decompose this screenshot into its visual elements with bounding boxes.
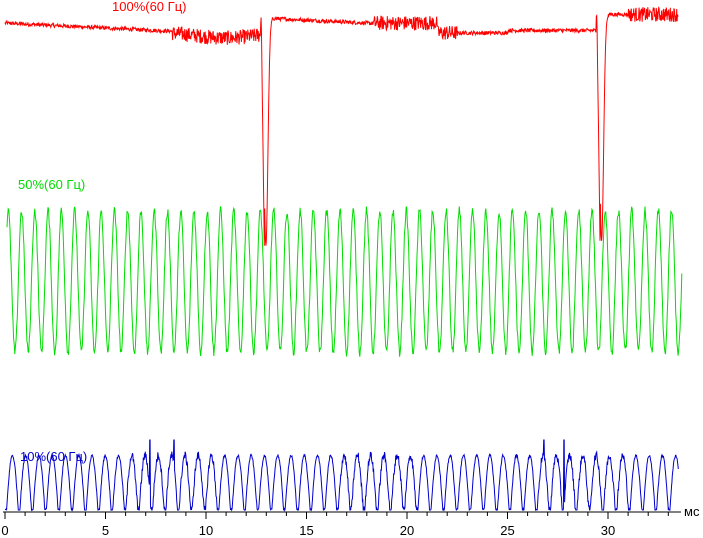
traces-group xyxy=(4,6,683,512)
x-tick-label: 10 xyxy=(199,523,213,538)
series-line-10 xyxy=(4,439,679,512)
series-label: 50%(60 Гц) xyxy=(18,177,85,192)
x-tick-label: 0 xyxy=(1,523,8,538)
series-label: 10%(60 Гц) xyxy=(20,449,87,464)
x-tick-label: 20 xyxy=(400,523,414,538)
x-tick-label: 25 xyxy=(500,523,514,538)
series-line-50 xyxy=(6,206,683,357)
x-tick-label: 30 xyxy=(601,523,615,538)
series-labels-group: 100%(60 Гц) 50%(60 Гц) 10%(60 Гц) xyxy=(18,0,186,464)
x-tick-label: 5 xyxy=(102,523,109,538)
x-axis: 0 5 10 15 20 25 30 мс xyxy=(1,504,700,538)
series-line-100 xyxy=(4,6,679,246)
x-axis-unit-label: мс xyxy=(684,504,700,519)
series-label: 100%(60 Гц) xyxy=(112,0,186,14)
x-tick-label: 15 xyxy=(299,523,313,538)
